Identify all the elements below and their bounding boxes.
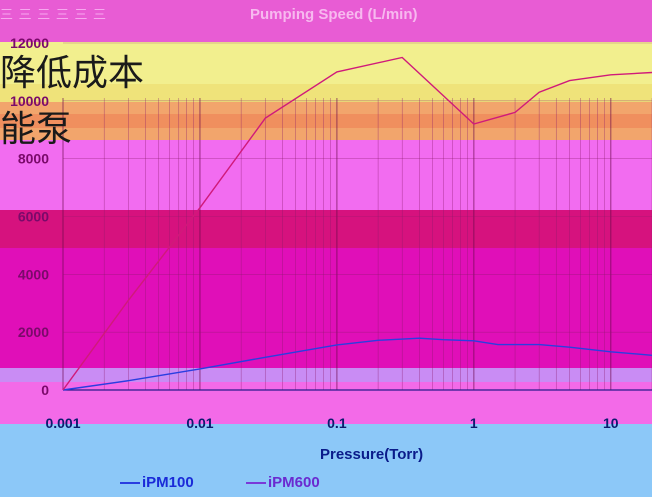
x-tick-label: 0.1 bbox=[327, 415, 347, 431]
x-axis-title: Pressure(Torr) bbox=[320, 446, 424, 463]
y-tick-label: 6000 bbox=[18, 209, 49, 225]
series-line-ipm100 bbox=[62, 337, 652, 391]
legend-swatch-ipm100 bbox=[120, 482, 140, 485]
y-tick-label: 12000 bbox=[10, 35, 49, 51]
overlay-text-line-1: 降低成本 bbox=[0, 53, 145, 94]
band-lavender bbox=[0, 368, 652, 382]
x-tick-label: 0.001 bbox=[45, 415, 80, 431]
legend-label-ipm100: iPM100 bbox=[142, 474, 194, 491]
y-tick-label: 8000 bbox=[18, 151, 49, 167]
band-magenta-2 bbox=[0, 248, 652, 368]
y-tick-label: 0 bbox=[41, 382, 49, 398]
legend-item-ipm100: iPM100 bbox=[120, 474, 194, 491]
y-tick-label: 10000 bbox=[10, 93, 49, 109]
overlay-text-line-2: 能泵 bbox=[0, 109, 73, 150]
band-pink-2 bbox=[0, 382, 652, 424]
y-tick-label: 4000 bbox=[18, 266, 49, 282]
x-tick-label: 10 bbox=[603, 415, 619, 431]
band-top bbox=[0, 0, 652, 42]
header-faint-text: 三 三 三 三 三 三 bbox=[0, 7, 108, 22]
legend-item-ipm600: iPM600 bbox=[246, 474, 320, 491]
chart-title: Pumping Speed (L/min) bbox=[250, 6, 418, 23]
band-yellow-2 bbox=[0, 84, 652, 102]
y-tick-label: 2000 bbox=[18, 324, 49, 340]
band-orange-2 bbox=[0, 114, 652, 128]
x-tick-label: 0.01 bbox=[186, 415, 213, 431]
band-pink bbox=[0, 140, 652, 210]
legend-swatch-ipm600 bbox=[246, 482, 266, 485]
legend-label-ipm600: iPM600 bbox=[268, 474, 320, 491]
band-blue bbox=[0, 424, 652, 497]
series-line-ipm600 bbox=[62, 56, 652, 391]
x-tick-label: 1 bbox=[470, 415, 478, 431]
